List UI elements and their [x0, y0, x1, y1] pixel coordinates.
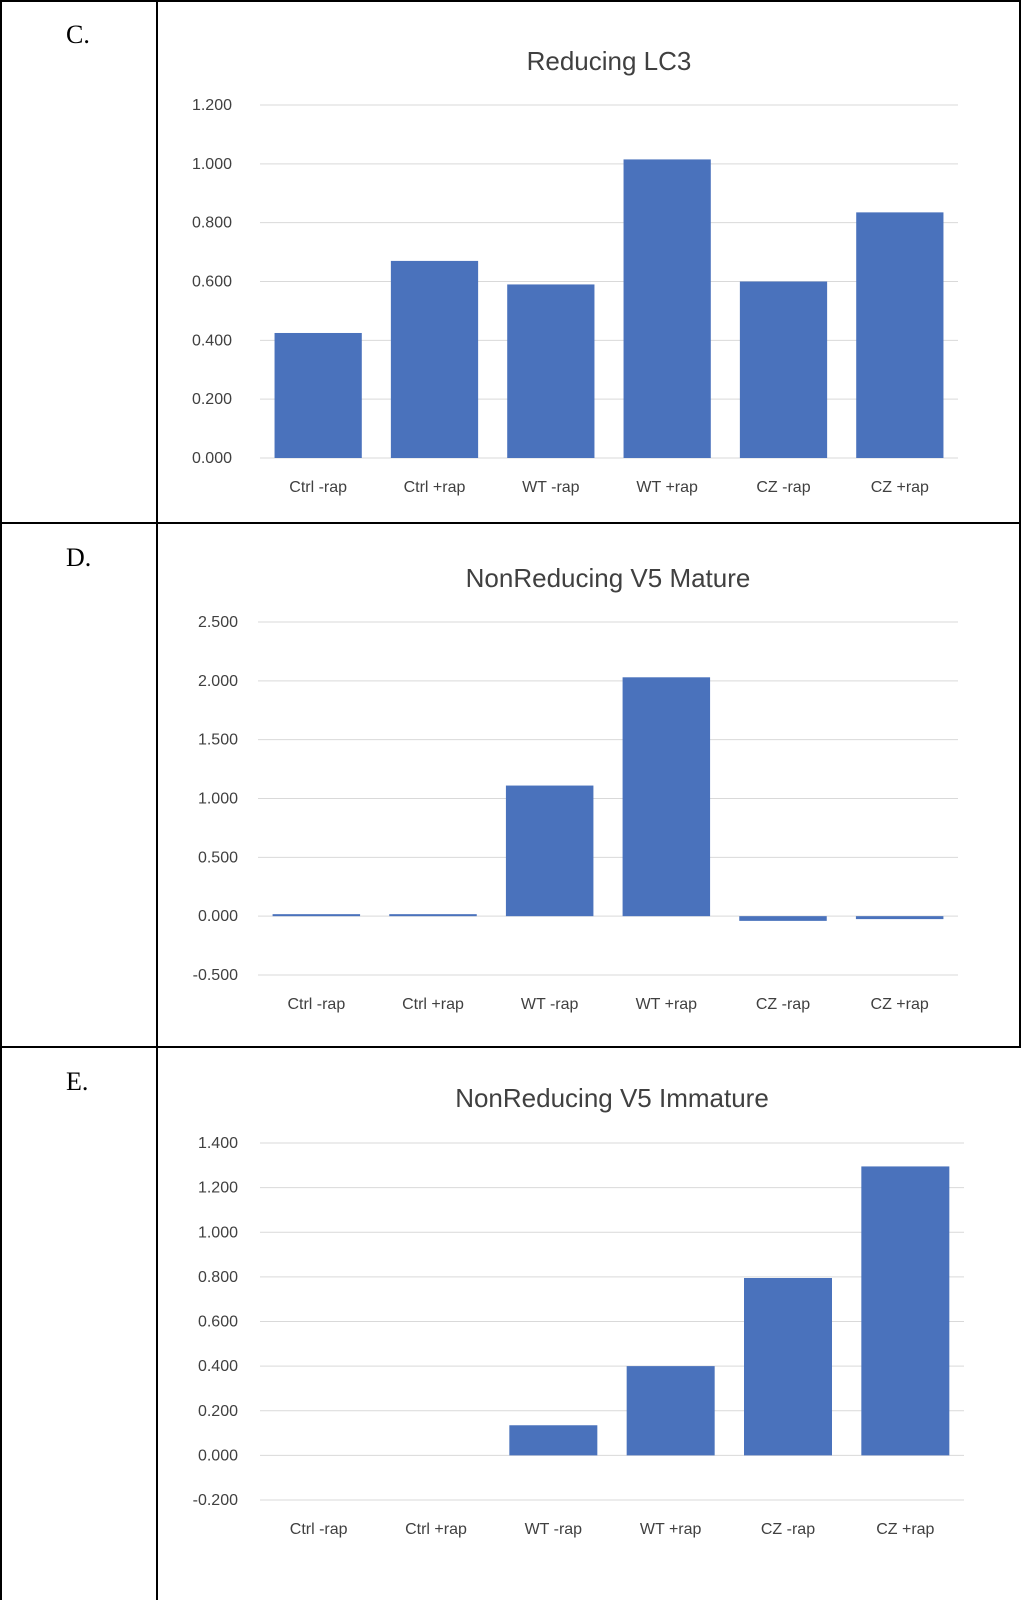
table-border-column-divider	[156, 0, 158, 1600]
y-tick-label: 1.500	[198, 732, 238, 749]
bar	[274, 332, 362, 458]
bar	[856, 212, 944, 458]
x-category-label: Ctrl +rap	[405, 1521, 467, 1538]
panel-label: E.	[66, 1067, 89, 1096]
panel-label-cell: D.	[0, 523, 158, 1047]
x-category-label: Ctrl -rap	[289, 479, 347, 496]
y-tick-label: 0.000	[198, 1447, 238, 1464]
y-tick-label: 0.500	[198, 849, 238, 866]
x-category-label: WT -rap	[525, 1521, 583, 1538]
panel-label: C.	[66, 20, 90, 49]
x-category-label: Ctrl -rap	[287, 996, 345, 1013]
y-tick-label: 0.000	[198, 908, 238, 925]
bar	[739, 281, 828, 458]
y-tick-label: 0.800	[192, 215, 232, 232]
x-category-label: CZ +rap	[876, 1521, 934, 1538]
chart-cell: Reducing LC3 0.000 0.200 0.400 0.600 0.800 1.0…	[158, 0, 1021, 523]
x-category-label: Ctrl -rap	[290, 1521, 348, 1538]
bar	[390, 260, 479, 458]
x-category-label: CZ -rap	[761, 1521, 815, 1538]
y-tick-label: 0.600	[192, 274, 232, 291]
chart-cell: NonReducing V5 Immature -0.200 0.000 0.200 0…	[158, 1047, 1021, 1600]
bar	[623, 159, 711, 458]
chart-nonreducing-v5-immature: NonReducing V5 Immature -0.200 0.000 0.200 0…	[193, 1083, 964, 1538]
y-tick-label: 0.200	[192, 391, 232, 408]
table-border-right	[1019, 0, 1021, 1047]
x-category-label: WT +rap	[636, 996, 698, 1013]
y-tick-label: 1.400	[198, 1135, 238, 1152]
y-tick-label: -0.500	[193, 967, 238, 984]
y-tick-label: 1.000	[198, 1224, 238, 1241]
bar	[507, 284, 595, 458]
x-category-label: WT -rap	[521, 996, 579, 1013]
table-border-row-divider	[0, 1046, 1021, 1048]
panel-row-c: C. Reducing LC3 0.000 0.200 0.400 0.600 0.800…	[0, 0, 1021, 523]
bar	[739, 916, 827, 921]
y-tick-label: 2.500	[198, 614, 238, 631]
panel-label-cell: E.	[0, 1047, 158, 1600]
x-category-label: CZ +rap	[871, 996, 929, 1013]
x-category-label: CZ -rap	[756, 996, 810, 1013]
chart-nonreducing-v5-mature: NonReducing V5 Mature -0.500 0.000 0.500 1.0…	[193, 563, 958, 1013]
chart-title: NonReducing V5 Mature	[466, 563, 751, 593]
y-tick-label: 1.000	[198, 791, 238, 808]
x-category-label: WT +rap	[636, 479, 698, 496]
panel-row-e: E. NonReducing V5 Immature -0.200 0.000 0.2…	[0, 1047, 1021, 1600]
bar	[855, 916, 944, 920]
chart-reducing-lc3: Reducing LC3 0.000 0.200 0.400 0.600 0.800 1.0…	[192, 46, 958, 496]
y-tick-label: 0.600	[198, 1314, 238, 1331]
bar	[272, 914, 361, 917]
y-tick-label: 0.200	[198, 1403, 238, 1420]
table-border-row-divider	[0, 522, 1021, 524]
y-tick-label: -0.200	[193, 1492, 238, 1509]
x-category-label: CZ -rap	[756, 479, 810, 496]
chart-title: Reducing LC3	[527, 46, 692, 76]
bar	[622, 677, 711, 917]
bar	[626, 1366, 715, 1456]
y-tick-label: 0.000	[192, 450, 232, 467]
y-tick-label: 1.200	[192, 97, 232, 114]
y-tick-label: 1.000	[192, 156, 232, 173]
table-border-top	[0, 0, 1021, 2]
x-category-label: WT -rap	[522, 479, 580, 496]
y-tick-label: 0.400	[198, 1358, 238, 1375]
chart-title: NonReducing V5 Immature	[455, 1083, 769, 1113]
y-tick-label: 0.800	[198, 1269, 238, 1286]
x-category-label: Ctrl +rap	[404, 479, 466, 496]
bar	[509, 1425, 598, 1456]
table-border-left	[0, 0, 2, 1600]
panel-row-d: D. NonReducing V5 Mature -0.500 0.000 0.500…	[0, 523, 1021, 1047]
bar	[505, 785, 594, 917]
y-tick-label: 0.400	[192, 332, 232, 349]
bar	[744, 1277, 832, 1456]
x-category-label: CZ +rap	[871, 479, 929, 496]
chart-cell: NonReducing V5 Mature -0.500 0.000 0.500 1.0…	[158, 523, 1021, 1047]
bar	[389, 914, 477, 917]
y-tick-label: 1.200	[198, 1180, 238, 1197]
bar	[861, 1166, 950, 1456]
panel-label: D.	[66, 543, 92, 572]
x-category-label: WT +rap	[640, 1521, 702, 1538]
x-category-label: Ctrl +rap	[402, 996, 464, 1013]
panel-label-cell: C.	[0, 0, 158, 523]
y-tick-label: 2.000	[198, 673, 238, 690]
